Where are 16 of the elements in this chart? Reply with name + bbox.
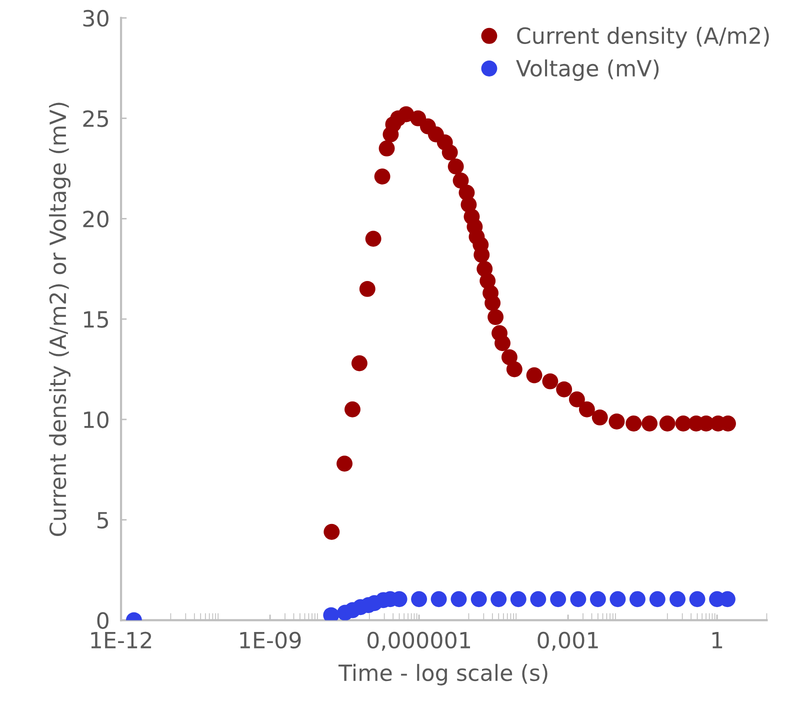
y-axis-title: Current density (A/m2) or Voltage (mV) xyxy=(49,102,71,536)
y-tick-label: 20 xyxy=(83,210,108,228)
x-tick-label: 1E-12 xyxy=(91,632,152,648)
x-axis-title: Time - log scale (s) xyxy=(338,664,548,686)
y-tick-label: 5 xyxy=(98,512,108,529)
x-tick-label: 0,001 xyxy=(538,632,598,651)
y-tick-label: 15 xyxy=(84,311,108,328)
legend-label: Voltage (mV) xyxy=(516,59,659,81)
x-tick-label: 1 xyxy=(712,632,722,648)
x-tick-label: 0,000001 xyxy=(367,632,470,651)
y-tick-label: 10 xyxy=(84,411,108,428)
y-tick-label: 30 xyxy=(83,10,108,27)
x-tick-label: 1E-09 xyxy=(240,632,301,649)
y-tick-label: 0 xyxy=(97,612,108,629)
y-tick-label: 25 xyxy=(83,110,108,128)
legend-label: Current density (A/m2) xyxy=(517,26,769,48)
